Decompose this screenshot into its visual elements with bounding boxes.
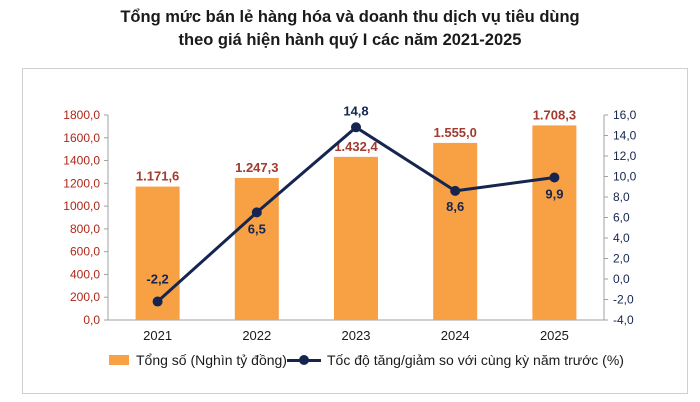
- growth-point-2022: [251, 207, 262, 218]
- right-tick-label: 0,0: [613, 272, 630, 286]
- x-tick-label: 2023: [342, 328, 371, 343]
- x-tick-label: 2024: [441, 328, 470, 343]
- bar-value-label: 1.171,6: [136, 169, 179, 184]
- legend-line-label: Tốc độ tăng/giảm so với cùng kỳ năm trướ…: [327, 352, 624, 368]
- chart-frame: [22, 68, 688, 394]
- right-tick-label: 12,0: [613, 149, 637, 163]
- right-tick-label: 10,0: [613, 170, 637, 184]
- bar-2024: [433, 142, 478, 320]
- bar-value-label: 1.247,3: [235, 160, 278, 175]
- left-tick-label: 1200,0: [63, 176, 100, 190]
- left-tick-label: 600,0: [70, 245, 100, 259]
- x-tick-label: 2021: [143, 328, 172, 343]
- bar-value-label: 1.708,3: [533, 107, 576, 122]
- growth-point-2021: [152, 296, 163, 307]
- legend-bar-label: Tổng số (Nghìn tỷ đồng): [136, 352, 287, 368]
- growth-value-label: 6,5: [248, 221, 266, 236]
- left-tick-label: 800,0: [70, 222, 100, 236]
- right-tick-label: 16,0: [613, 108, 637, 122]
- growth-value-label: 14,8: [343, 103, 368, 118]
- right-tick-label: 2,0: [613, 252, 630, 266]
- right-tick-label: 8,0: [613, 190, 630, 204]
- bar-2025: [532, 125, 577, 321]
- growth-value-label: 9,9: [545, 187, 563, 202]
- legend-item-bar: Tổng số (Nghìn tỷ đồng): [109, 352, 287, 368]
- chart-title-line-2: theo giá hiện hành quý I các năm 2021-20…: [178, 31, 522, 49]
- right-tick-label: 14,0: [613, 129, 637, 143]
- growth-value-label: 8,6: [446, 199, 464, 214]
- left-tick-label: 1000,0: [63, 199, 100, 213]
- bar-value-label: 1.432,4: [334, 139, 378, 154]
- growth-value-label: -2,2: [146, 272, 168, 287]
- bar-value-label: 1.555,0: [434, 125, 477, 140]
- left-tick-label: 400,0: [70, 267, 100, 281]
- growth-point-2024: [450, 185, 461, 196]
- bar-2023: [334, 156, 378, 320]
- left-tick-label: 0,0: [83, 313, 100, 327]
- left-tick-label: 1800,0: [63, 108, 100, 122]
- left-tick-label: 1600,0: [63, 131, 100, 145]
- growth-point-2023: [351, 122, 361, 133]
- x-tick-label: 2022: [242, 328, 271, 343]
- left-tick-label: 1400,0: [63, 154, 100, 168]
- left-tick-label: 200,0: [70, 290, 100, 304]
- chart-title-line-1: Tổng mức bán lẻ hàng hóa và doanh thu dị…: [120, 8, 580, 26]
- legend-bar-swatch: [109, 355, 129, 365]
- right-tick-label: 6,0: [613, 211, 630, 225]
- right-tick-label: 4,0: [613, 231, 630, 245]
- legend-item-line: Tốc độ tăng/giảm so với cùng kỳ năm trướ…: [287, 352, 624, 368]
- legend-line-swatch: [287, 355, 321, 365]
- growth-point-2025: [549, 172, 560, 183]
- right-tick-label: -2,0: [613, 293, 634, 307]
- x-tick-label: 2025: [540, 328, 569, 343]
- right-tick-label: -4,0: [613, 313, 634, 327]
